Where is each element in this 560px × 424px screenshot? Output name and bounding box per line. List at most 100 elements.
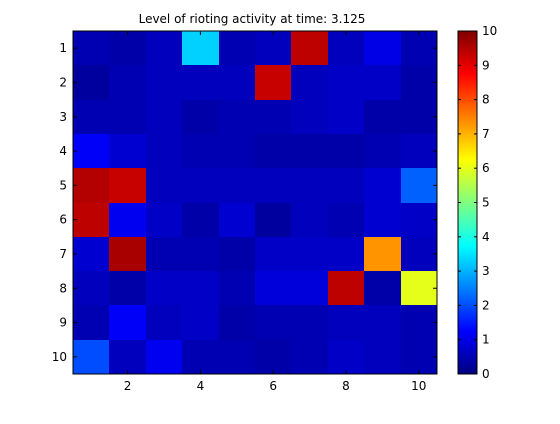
heatmap-cell-r10-c4	[182, 340, 219, 374]
colorbar-tick-label-8: 8	[482, 93, 490, 107]
heatmap-cell-r2-c7	[291, 65, 328, 100]
y-tick-label-2: 2	[59, 75, 67, 89]
heatmap-cell-r6-c8	[328, 203, 364, 237]
heatmap-cell-r5-c5	[219, 168, 255, 203]
heatmap-cell-r8-c7	[291, 271, 328, 305]
heatmap-cell-r2-c9	[364, 65, 401, 100]
heatmap-cell-r8-c3	[146, 271, 182, 305]
x-tick-label-2: 2	[124, 379, 132, 393]
colorbar-tick-label-7: 7	[482, 127, 490, 141]
heatmap-cell-r9-c2	[109, 305, 146, 340]
heatmap-cell-r9-c10	[401, 305, 437, 340]
heatmap-cell-r2-c1	[73, 65, 109, 100]
heatmap-cell-r7-c2	[109, 237, 146, 271]
heatmap-cell-r10-c2	[109, 340, 146, 374]
heatmap-cell-r3-c4	[182, 100, 219, 134]
y-tick-label-1: 1	[59, 41, 67, 55]
heatmap-cell-r9-c9	[364, 305, 401, 340]
heatmap-cell-r2-c5	[219, 65, 255, 100]
heatmap-cell-r3-c6	[255, 100, 291, 134]
heatmap-cell-r4-c10	[401, 134, 437, 168]
heatmap-cell-r3-c1	[73, 100, 109, 134]
heatmap-cell-r7-c7	[291, 237, 328, 271]
heatmap-cell-r3-c10	[401, 100, 437, 134]
heatmap-cell-r4-c9	[364, 134, 401, 168]
heatmap-cell-r8-c9	[364, 271, 401, 305]
heatmap-cell-r10-c5	[219, 340, 255, 374]
y-tick-label-7: 7	[59, 247, 67, 261]
heatmap-cell-r5-c3	[146, 168, 182, 203]
y-tick-label-4: 4	[59, 144, 67, 158]
y-tick-label-8: 8	[59, 281, 67, 295]
heatmap-cell-r5-c9	[364, 168, 401, 203]
heatmap-cell-r1-c7	[291, 31, 328, 65]
heatmap-cell-r3-c8	[328, 100, 364, 134]
heatmap-cell-r4-c6	[255, 134, 291, 168]
heatmap-cell-r5-c4	[182, 168, 219, 203]
heatmap-cell-r9-c3	[146, 305, 182, 340]
heatmap-cell-r8-c6	[255, 271, 291, 305]
heatmap-cell-r9-c8	[328, 305, 364, 340]
heatmap-cell-r7-c6	[255, 237, 291, 271]
heatmap-cell-r6-c1	[73, 203, 109, 237]
heatmap-cell-r2-c8	[328, 65, 364, 100]
heatmap-cell-r4-c2	[109, 134, 146, 168]
colorbar-tick-label-9: 9	[482, 58, 490, 72]
heatmap-cell-r9-c5	[219, 305, 255, 340]
heatmap-cell-r9-c1	[73, 305, 109, 340]
colorbar-tick-label-5: 5	[482, 196, 490, 210]
colorbar-tick-label-1: 1	[482, 333, 490, 347]
heatmap-cell-r5-c8	[328, 168, 364, 203]
heatmap-cell-r3-c2	[109, 100, 146, 134]
heatmap-cell-r6-c6	[255, 203, 291, 237]
y-tick-label-5: 5	[59, 178, 67, 192]
heatmap-cell-r3-c5	[219, 100, 255, 134]
heatmap-cell-r7-c8	[328, 237, 364, 271]
heatmap-cell-r1-c5	[219, 31, 255, 65]
heatmap-cell-r4-c7	[291, 134, 328, 168]
y-tick-label-10: 10	[52, 350, 67, 364]
heatmap-cell-r7-c4	[182, 237, 219, 271]
x-tick-label-6: 6	[269, 379, 277, 393]
heatmap-cell-r2-c10	[401, 65, 437, 100]
heatmap-cell-r6-c7	[291, 203, 328, 237]
heatmap-cell-r6-c9	[364, 203, 401, 237]
colorbar-tick-label-2: 2	[482, 298, 490, 312]
colorbar-fill	[458, 31, 477, 374]
heatmap-cell-r5-c10	[401, 168, 437, 203]
heatmap-cell-r1-c10	[401, 31, 437, 65]
heatmap-cell-r1-c9	[364, 31, 401, 65]
colorbar-tick-label-3: 3	[482, 264, 490, 278]
heatmap-cell-r1-c6	[255, 31, 291, 65]
heatmap-cell-r7-c10	[401, 237, 437, 271]
heatmap-cell-r7-c9	[364, 237, 401, 271]
heatmap-cell-r1-c3	[146, 31, 182, 65]
heatmap-cell-r2-c6	[255, 65, 291, 100]
heatmap-cells	[73, 31, 437, 374]
heatmap-cell-r3-c9	[364, 100, 401, 134]
heatmap-cell-r5-c6	[255, 168, 291, 203]
heatmap-cell-r4-c4	[182, 134, 219, 168]
heatmap-cell-r8-c8	[328, 271, 364, 305]
heatmap-cell-r3-c7	[291, 100, 328, 134]
colorbar-tick-label-6: 6	[482, 161, 490, 175]
heatmap-cell-r6-c3	[146, 203, 182, 237]
heatmap-cell-r7-c1	[73, 237, 109, 271]
heatmap-cell-r8-c4	[182, 271, 219, 305]
heatmap-cell-r1-c2	[109, 31, 146, 65]
heatmap-cell-r4-c5	[219, 134, 255, 168]
y-tick-label-9: 9	[59, 316, 67, 330]
x-tick-label-4: 4	[197, 379, 205, 393]
chart-title: Level of rioting activity at time: 3.125	[139, 12, 366, 26]
heatmap-cell-r5-c1	[73, 168, 109, 203]
heatmap-cell-r9-c7	[291, 305, 328, 340]
heatmap-cell-r7-c3	[146, 237, 182, 271]
heatmap-cell-r6-c5	[219, 203, 255, 237]
heatmap-cell-r10-c3	[146, 340, 182, 374]
heatmap-cell-r9-c6	[255, 305, 291, 340]
heatmap-cell-r8-c2	[109, 271, 146, 305]
heatmap-cell-r4-c8	[328, 134, 364, 168]
colorbar-tick-label-0: 0	[482, 367, 490, 381]
heatmap-cell-r10-c7	[291, 340, 328, 374]
